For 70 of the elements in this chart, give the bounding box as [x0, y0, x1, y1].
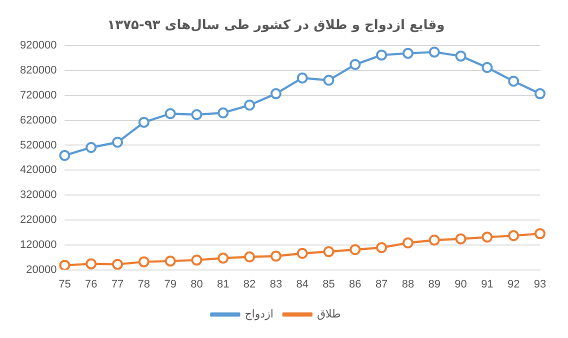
legend-label: ازدواج	[244, 307, 274, 320]
y-tick-label: 520000	[20, 139, 57, 152]
x-tick-label: 85	[322, 278, 335, 290]
point	[296, 248, 308, 259]
point	[218, 107, 229, 118]
y-tick-label: 420000	[20, 164, 57, 176]
y-tick-label: 220000	[20, 214, 57, 226]
x-tick-label: 86	[349, 278, 362, 290]
point	[86, 258, 97, 270]
point	[323, 246, 334, 258]
point	[59, 150, 70, 161]
point	[164, 256, 176, 267]
y-tick-label: 120000	[20, 238, 57, 251]
point	[376, 242, 388, 254]
point	[482, 232, 493, 243]
point	[244, 100, 256, 111]
point	[86, 142, 97, 153]
point	[455, 50, 466, 62]
x-tick-label: 91	[481, 278, 494, 290]
x-tick-label: 83	[270, 278, 282, 290]
x-tick-label: 92	[507, 278, 520, 290]
y-tick-label: 920000	[20, 40, 57, 52]
x-tick-label: 77	[111, 278, 124, 290]
point	[191, 254, 202, 266]
x-tick-label: 81	[217, 278, 230, 290]
point	[508, 230, 520, 242]
point	[402, 48, 414, 59]
point	[296, 72, 308, 84]
x-tick-label: 75	[58, 278, 71, 290]
y-tick-label: 20000	[26, 264, 57, 276]
x-tick-label: 84	[296, 278, 308, 290]
point	[534, 228, 546, 240]
point	[218, 252, 229, 264]
x-tick-label: 82	[243, 278, 256, 290]
point	[59, 260, 70, 270]
x-tick-label: 80	[190, 278, 203, 290]
x-tick-label: 88	[402, 278, 414, 290]
point	[270, 250, 282, 262]
point	[244, 251, 256, 262]
point	[482, 62, 493, 74]
y-tick-label: 720000	[20, 89, 57, 102]
point	[191, 109, 202, 120]
chart-title: وقایع ازدواج و طلاق در کشور طی سال‌های ۹۳-۱۳۷۵	[107, 18, 445, 34]
y-tick-label: 620000	[20, 114, 57, 126]
point	[350, 59, 361, 70]
point	[508, 76, 520, 87]
point	[112, 258, 124, 270]
x-tick-label: 78	[138, 278, 150, 290]
x-tick-label: 87	[375, 278, 388, 290]
point	[138, 116, 150, 128]
legend-label: طلاق	[316, 307, 342, 320]
point	[323, 74, 334, 86]
point	[428, 234, 440, 246]
x-tick-label: 89	[428, 278, 441, 290]
point	[428, 46, 440, 58]
y-tick-label: 320000	[20, 189, 57, 202]
x-tick-label: 76	[84, 278, 98, 290]
point	[164, 108, 176, 120]
x-tick-label: 79	[164, 278, 176, 290]
point	[455, 233, 466, 244]
point	[402, 237, 414, 248]
point	[534, 88, 546, 100]
x-tick-label: 90	[454, 278, 467, 290]
x-tick-label: 93	[534, 278, 546, 290]
point	[270, 88, 282, 100]
point	[350, 244, 361, 256]
point	[376, 50, 388, 61]
point	[112, 136, 124, 148]
point	[138, 256, 150, 268]
y-tick-label: 820000	[20, 64, 57, 77]
